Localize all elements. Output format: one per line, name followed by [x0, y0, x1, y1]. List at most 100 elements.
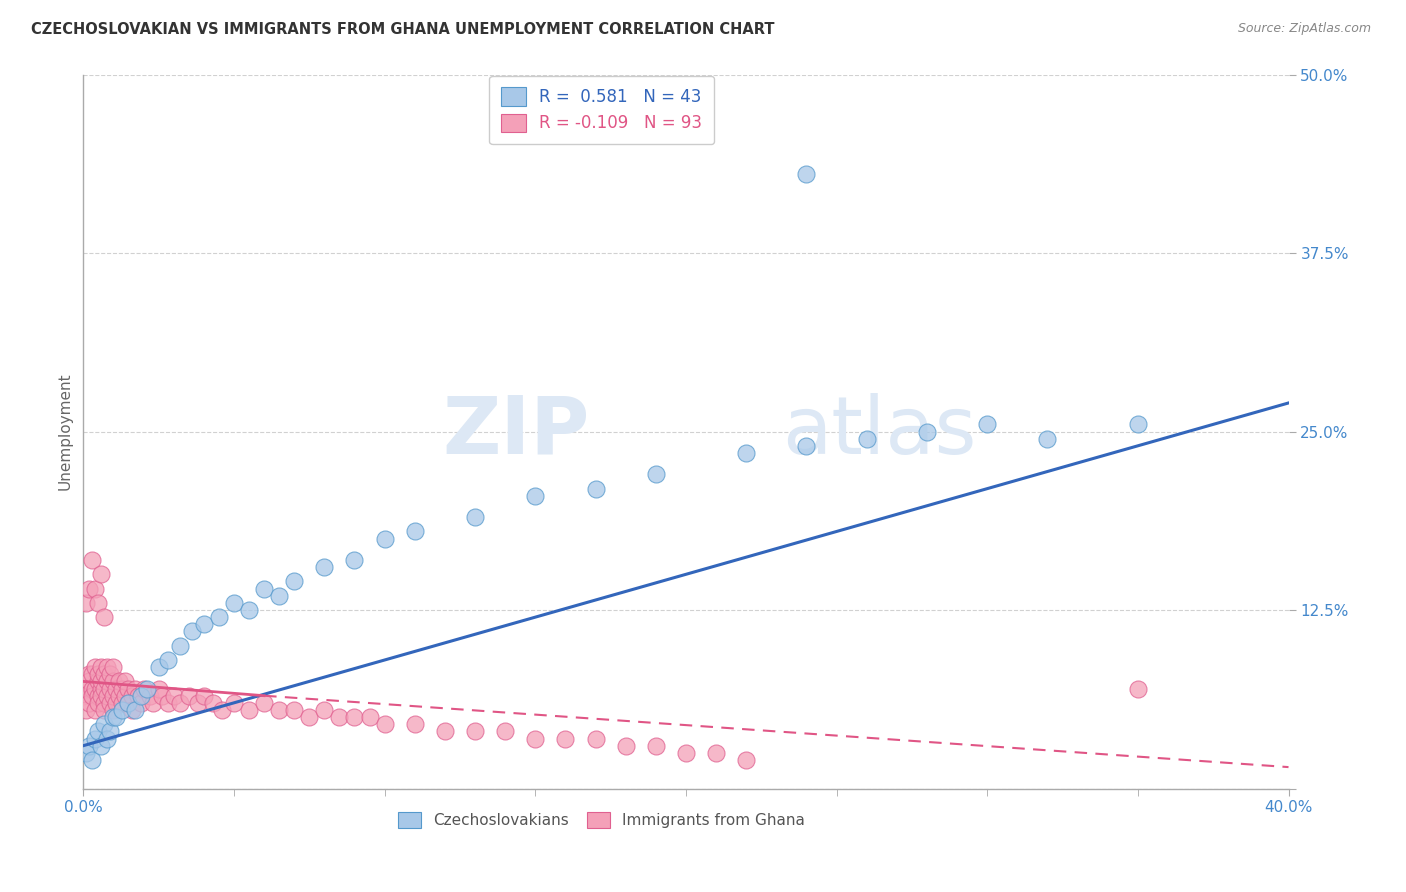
Point	[148, 660, 170, 674]
Point	[177, 689, 200, 703]
Point	[1036, 432, 1059, 446]
Point	[100, 724, 122, 739]
Point	[238, 603, 260, 617]
Point	[132, 681, 155, 696]
Point	[117, 696, 139, 710]
Point	[343, 553, 366, 567]
Point	[93, 610, 115, 624]
Point	[84, 681, 107, 696]
Point	[79, 674, 101, 689]
Point	[87, 724, 110, 739]
Point	[464, 510, 486, 524]
Point	[117, 681, 139, 696]
Point	[269, 703, 291, 717]
Point	[193, 689, 215, 703]
Point	[238, 703, 260, 717]
Point	[90, 567, 112, 582]
Point	[90, 689, 112, 703]
Point	[93, 717, 115, 731]
Point	[208, 610, 231, 624]
Point	[169, 639, 191, 653]
Point	[150, 689, 173, 703]
Point	[111, 703, 134, 717]
Point	[142, 696, 165, 710]
Point	[374, 532, 396, 546]
Point	[79, 696, 101, 710]
Point	[129, 696, 152, 710]
Point	[464, 724, 486, 739]
Point	[1126, 417, 1149, 432]
Point	[187, 696, 209, 710]
Point	[87, 689, 110, 703]
Point	[283, 574, 305, 589]
Point	[253, 696, 276, 710]
Point	[90, 681, 112, 696]
Point	[75, 681, 97, 696]
Point	[108, 674, 131, 689]
Point	[105, 681, 128, 696]
Point	[169, 696, 191, 710]
Point	[79, 667, 101, 681]
Point	[644, 467, 666, 482]
Point	[114, 674, 136, 689]
Point	[82, 689, 104, 703]
Point	[253, 582, 276, 596]
Point	[96, 660, 118, 674]
Point	[314, 560, 336, 574]
Point	[180, 624, 202, 639]
Point	[72, 689, 94, 703]
Point	[855, 432, 877, 446]
Point	[328, 710, 350, 724]
Point	[915, 425, 938, 439]
Point	[79, 739, 101, 753]
Point	[796, 168, 818, 182]
Point	[127, 689, 149, 703]
Point	[404, 717, 426, 731]
Point	[103, 674, 125, 689]
Point	[103, 710, 125, 724]
Point	[84, 731, 107, 746]
Point	[585, 482, 607, 496]
Point	[211, 703, 233, 717]
Point	[75, 746, 97, 760]
Point	[735, 446, 758, 460]
Point	[129, 689, 152, 703]
Text: ZIP: ZIP	[443, 392, 589, 470]
Point	[201, 696, 224, 710]
Point	[87, 596, 110, 610]
Point	[269, 589, 291, 603]
Point	[704, 746, 727, 760]
Text: Source: ZipAtlas.com: Source: ZipAtlas.com	[1237, 22, 1371, 36]
Point	[298, 710, 321, 724]
Point	[314, 703, 336, 717]
Point	[108, 689, 131, 703]
Point	[79, 582, 101, 596]
Point	[111, 681, 134, 696]
Point	[114, 689, 136, 703]
Text: CZECHOSLOVAKIAN VS IMMIGRANTS FROM GHANA UNEMPLOYMENT CORRELATION CHART: CZECHOSLOVAKIAN VS IMMIGRANTS FROM GHANA…	[31, 22, 775, 37]
Point	[105, 696, 128, 710]
Point	[82, 667, 104, 681]
Point	[103, 689, 125, 703]
Point	[84, 660, 107, 674]
Point	[87, 674, 110, 689]
Y-axis label: Unemployment: Unemployment	[58, 373, 72, 491]
Point	[93, 681, 115, 696]
Point	[121, 703, 143, 717]
Point	[84, 703, 107, 717]
Point	[103, 660, 125, 674]
Point	[121, 689, 143, 703]
Point	[75, 703, 97, 717]
Point	[433, 724, 456, 739]
Point	[343, 710, 366, 724]
Point	[374, 717, 396, 731]
Point	[138, 689, 160, 703]
Point	[87, 696, 110, 710]
Point	[103, 703, 125, 717]
Point	[976, 417, 998, 432]
Point	[100, 667, 122, 681]
Point	[156, 653, 179, 667]
Point	[117, 696, 139, 710]
Legend: Czechoslovakians, Immigrants from Ghana: Czechoslovakians, Immigrants from Ghana	[392, 806, 811, 834]
Point	[675, 746, 697, 760]
